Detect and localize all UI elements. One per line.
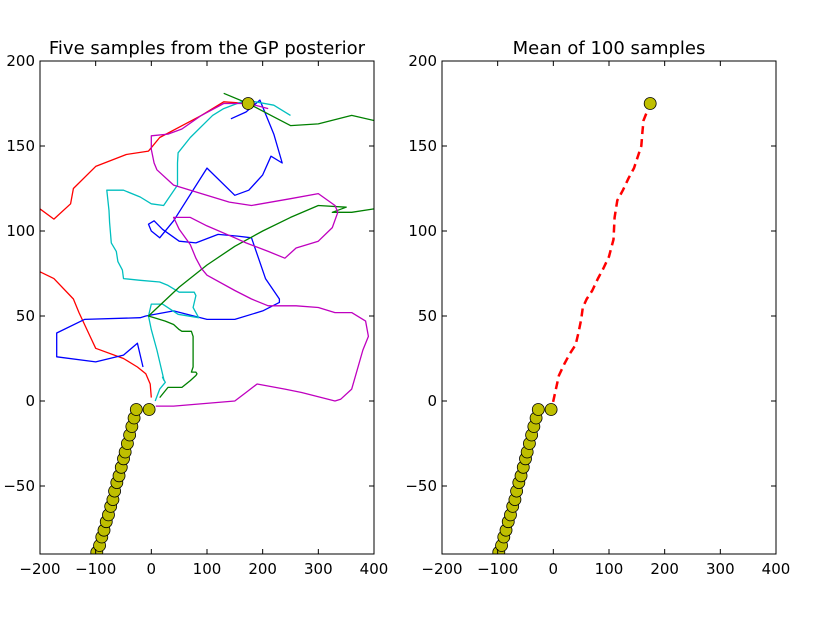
right-axes-ticks: −200 −100 0 100 200 300 400 −50 0 50 100 150 200 [405,52,790,578]
left-target-point [241,97,255,110]
left-ytick-label-4: 150 [6,137,35,155]
left-xtick-label-2: 0 [147,560,157,578]
right-ytick-label-4: 150 [408,137,437,155]
left-xtick-label-3: 100 [193,560,222,578]
left-series-line-3 [106,99,291,402]
right-ytick-label-1: 0 [427,392,437,410]
right-xtick-label-4: 200 [650,560,679,578]
right-xtick-label-5: 300 [706,560,735,578]
right-chart-title: Mean of 100 samples [513,38,706,59]
right-xtick-label-6: 400 [762,560,791,578]
left-series-line-1 [40,101,249,220]
left-ytick-label-5: 200 [6,52,35,70]
right-xtick-label-3: 100 [595,560,624,578]
left-observed-point-19 [142,403,156,416]
right-xtick-label-0: −200 [421,560,462,578]
right-ytick-label-2: 50 [418,307,437,325]
left-ytick-label-0: −50 [3,477,35,495]
left-xtick-label-6: 400 [360,560,389,578]
right-ytick-label-3: 100 [408,222,437,240]
right-xtick-label-1: −100 [477,560,518,578]
right-panel: Mean of 100 samples −200 −100 0 100 200 300 40… [405,38,790,578]
left-series-line-4 [147,204,374,399]
left-xtick-label-0: −200 [19,560,60,578]
left-ytick-label-3: 100 [6,222,35,240]
left-ytick-label-2: 50 [16,307,35,325]
left-plot-area [40,92,374,554]
right-ytick-label-5: 200 [408,52,437,70]
left-series-line-6 [150,102,370,407]
left-xtick-label-1: −100 [75,560,116,578]
right-observed-point-18 [531,403,545,416]
left-xtick-label-5: 300 [304,560,333,578]
left-observed-point-18 [129,403,143,416]
left-xtick-label-4: 200 [248,560,277,578]
right-series-line-0 [549,103,652,415]
right-plot-frame [441,60,777,555]
left-series-line-2 [56,99,283,368]
left-axes-ticks: −200 −100 0 100 200 300 400 −50 0 50 100 150 200 [3,52,388,578]
left-ytick-label-1: 0 [25,392,35,410]
left-series-line-0 [40,271,152,398]
right-observed-point-19 [544,403,558,416]
left-panel: Five samples from the GP posterior −200−… [3,38,388,578]
right-ytick-label-0: −50 [405,477,437,495]
right-xtick-label-2: 0 [549,560,559,578]
left-plot-frame [39,60,375,555]
right-target-point [643,97,657,110]
left-chart-title: Five samples from the GP posterior [49,38,366,59]
right-plot-area [492,97,657,554]
